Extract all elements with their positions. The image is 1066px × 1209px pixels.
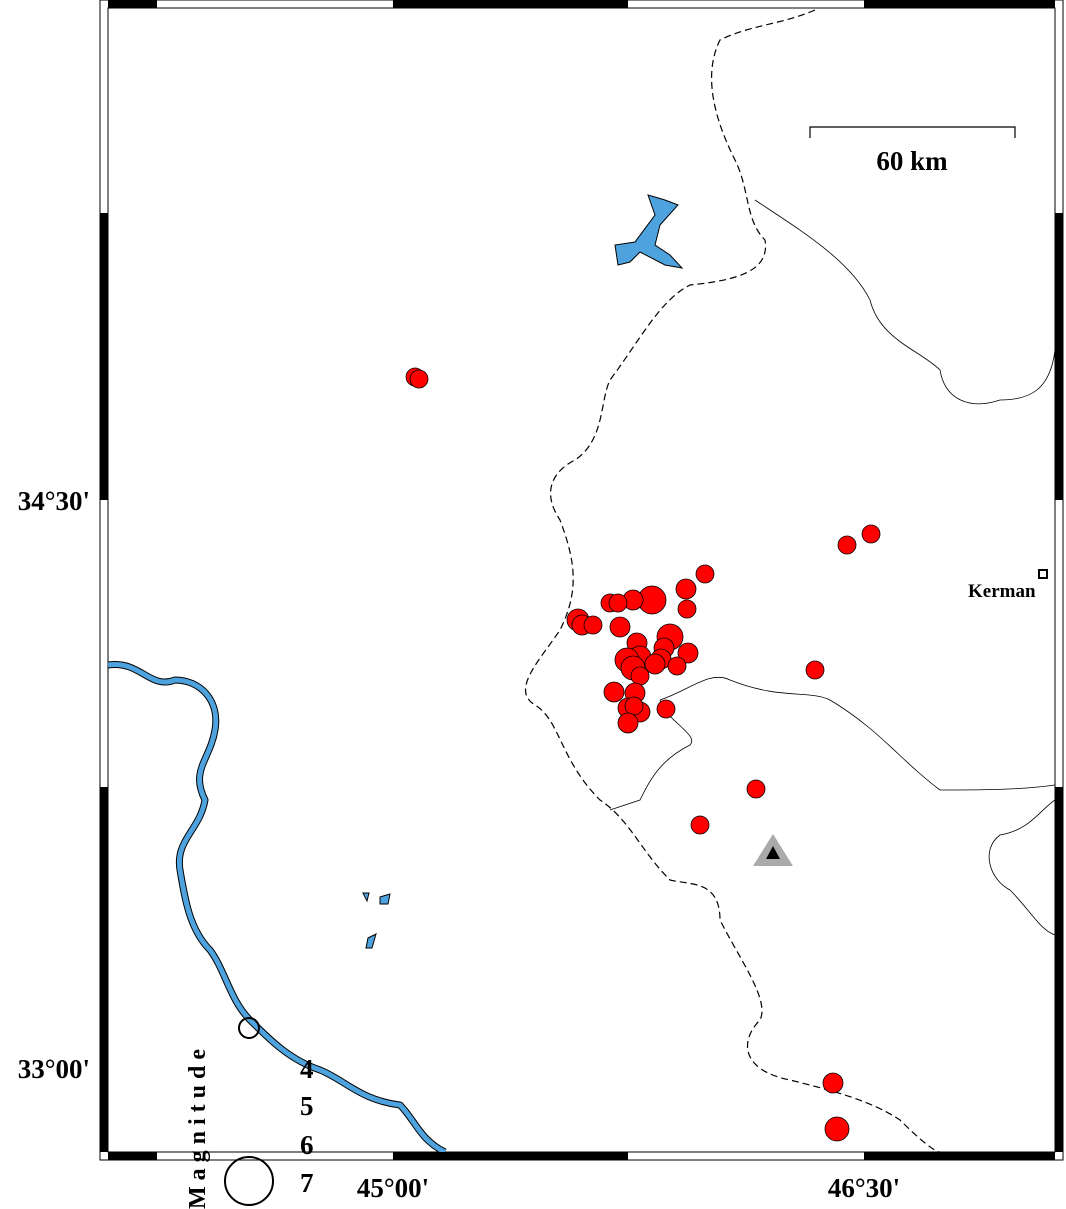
legend: Magnitude 4 5 6 7 [185,1017,314,1209]
city-label: Kerman [968,581,1036,602]
legend-item: 6 [300,1130,314,1160]
y-label: 34°30' [18,486,90,516]
legend-item: 5 [300,1091,314,1121]
y-label: 33°00' [18,1054,90,1084]
scale-bar [809,126,1016,138]
scale-label: 60 km [876,146,948,176]
legend-item: 4 [300,1054,314,1084]
earthquakes [405,367,881,1142]
map-frame [99,0,1064,1161]
city-marker [1038,569,1048,579]
legend-title: Magnitude [185,1043,211,1209]
legend-item: 7 [300,1168,314,1198]
x-label: 46°30' [828,1173,900,1203]
x-label: 45°00' [357,1173,429,1203]
